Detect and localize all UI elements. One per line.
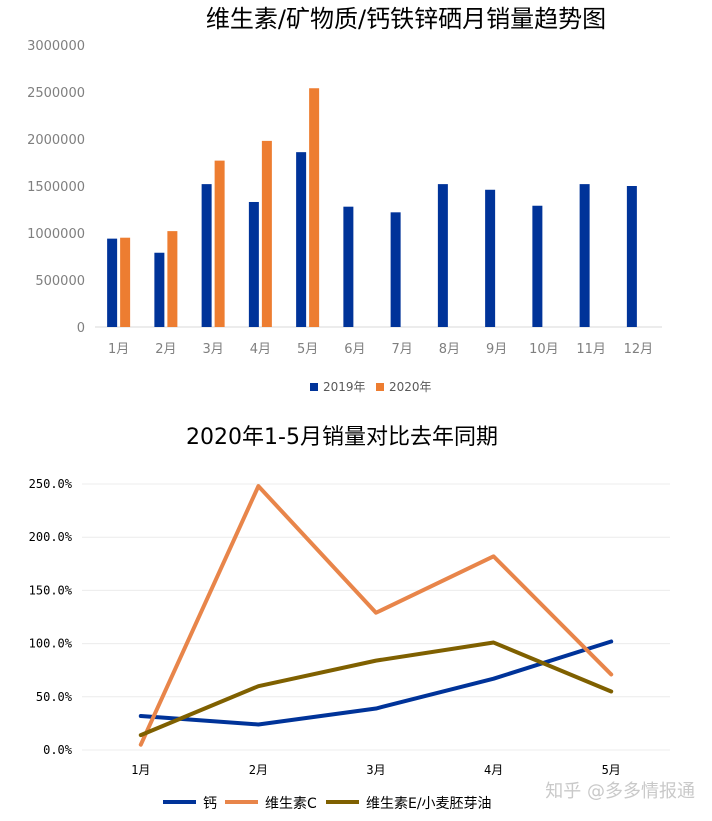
series-line-2 bbox=[138, 640, 614, 738]
legend-label-vitamin-e: 维生素E/小麦胚芽油 bbox=[366, 796, 492, 812]
series-line-0 bbox=[138, 639, 614, 727]
y-tick-label: 150.0% bbox=[29, 583, 73, 597]
x-tick-label: 9月 bbox=[486, 342, 507, 357]
chart-title: 2020年1-5月销量对比去年同期 bbox=[186, 425, 498, 450]
x-tick-label: 7月 bbox=[391, 342, 412, 357]
bar-2020年-4月 bbox=[261, 140, 272, 327]
bar-2019年-9月 bbox=[485, 189, 496, 327]
y-tick-label: 0 bbox=[77, 321, 85, 336]
legend: 2019年 2020年 bbox=[310, 380, 432, 394]
x-tick-label: 11月 bbox=[576, 342, 606, 357]
bar-2019年-11月 bbox=[579, 184, 590, 327]
series-line-1 bbox=[138, 484, 614, 747]
bar-2019年-5月 bbox=[296, 152, 307, 327]
bar-2020年-2月 bbox=[167, 231, 178, 327]
bar-2019年-7月 bbox=[390, 212, 401, 327]
x-tick-label: 1月 bbox=[108, 342, 129, 357]
bar-2019年-1月 bbox=[107, 238, 118, 327]
legend-label-vitamin-c: 维生素C bbox=[265, 796, 317, 812]
bar-2019年-6月 bbox=[343, 206, 354, 327]
x-tick-label: 2月 bbox=[155, 342, 176, 357]
y-tick-label: 50.0% bbox=[36, 690, 73, 704]
bar-2019年-12月 bbox=[626, 186, 637, 327]
x-tick-label: 4月 bbox=[484, 763, 503, 777]
legend-label-2020: 2020年 bbox=[389, 380, 432, 394]
line-chart: 2020年1-5月销量对比去年同期 0.0% 50.0% 100.0% 150.0% 2… bbox=[29, 425, 670, 812]
y-tick-label: 100.0% bbox=[29, 637, 73, 651]
x-tick-label: 5月 bbox=[297, 342, 318, 357]
bar-2020年-1月 bbox=[120, 237, 131, 327]
y-tick-label: 250.0% bbox=[29, 477, 73, 491]
bar-2019年-10月 bbox=[532, 205, 543, 327]
y-tick-label: 1000000 bbox=[27, 227, 85, 242]
y-tick-label: 3000000 bbox=[27, 39, 85, 54]
x-tick-label: 4月 bbox=[250, 342, 271, 357]
x-tick-label: 5月 bbox=[602, 763, 621, 777]
y-tick-label: 1500000 bbox=[27, 180, 85, 195]
x-tick-label: 12月 bbox=[624, 342, 654, 357]
x-tick-label: 10月 bbox=[529, 342, 559, 357]
legend-swatch-2019 bbox=[310, 383, 318, 391]
y-tick-label: 200.0% bbox=[29, 530, 73, 544]
legend-label-calcium: 钙 bbox=[203, 796, 217, 812]
x-tick-label: 6月 bbox=[344, 342, 365, 357]
bar-2019年-3月 bbox=[201, 184, 212, 327]
x-tick-label: 1月 bbox=[131, 763, 150, 777]
legend: 钙 维生素C 维生素E/小麦胚芽油 bbox=[163, 796, 492, 812]
legend-swatch-2020 bbox=[376, 383, 384, 391]
bar-2019年-2月 bbox=[154, 252, 165, 327]
watermark: 知乎 @多多情报通 bbox=[545, 781, 695, 802]
legend-label-2019: 2019年 bbox=[323, 380, 366, 394]
y-tick-label: 500000 bbox=[35, 274, 85, 289]
y-tick-label: 2000000 bbox=[27, 133, 85, 148]
bar-2020年-5月 bbox=[309, 88, 320, 328]
bar-2019年-8月 bbox=[437, 184, 448, 327]
y-tick-label: 2500000 bbox=[27, 86, 85, 101]
x-tick-label: 8月 bbox=[439, 342, 460, 357]
bar-chart: 维生素/矿物质/钙铁锌硒月销量趋势图 0 500000 1000000 1500000… bbox=[27, 5, 662, 394]
bar-2019年-4月 bbox=[248, 201, 259, 327]
y-tick-label: 0.0% bbox=[43, 743, 73, 757]
bar-2020年-3月 bbox=[214, 160, 225, 327]
chart-title: 维生素/矿物质/钙铁锌硒月销量趋势图 bbox=[206, 5, 606, 33]
x-tick-label: 3月 bbox=[366, 763, 385, 777]
x-tick-label: 2月 bbox=[249, 763, 268, 777]
x-tick-label: 3月 bbox=[202, 342, 223, 357]
